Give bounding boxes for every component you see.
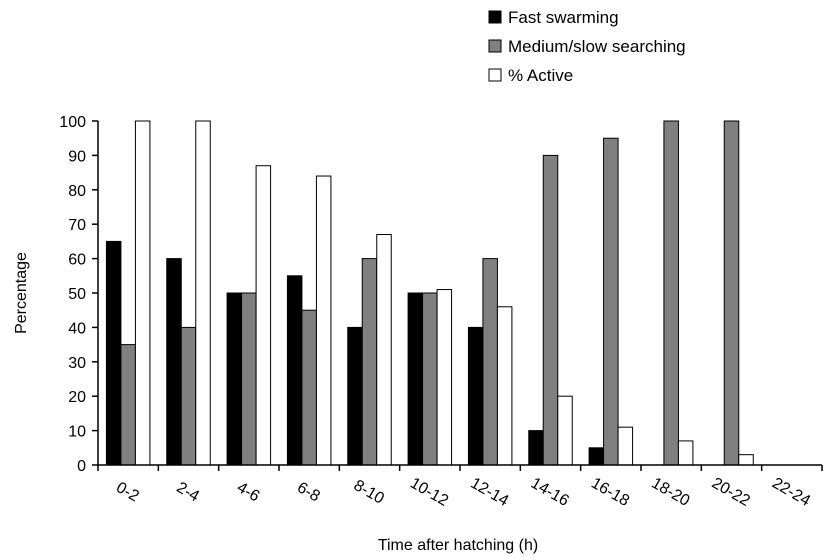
bars <box>105 120 754 466</box>
bar <box>603 137 619 466</box>
bar <box>255 165 272 466</box>
y-axis: 0 10 20 30 40 50 60 70 80 90 100 <box>59 114 99 475</box>
bar <box>496 306 513 466</box>
bar <box>120 344 136 466</box>
bar <box>361 258 378 466</box>
bar <box>241 292 257 466</box>
bar <box>528 430 544 466</box>
bar <box>105 240 122 466</box>
x-tick-label: 12-14 <box>467 475 511 510</box>
bar <box>542 154 559 466</box>
y-tick-label: 50 <box>68 286 86 303</box>
x-axis: 0-2 2-4 4-6 6-8 8-10 10-12 12-14 14-16 16-18 18-2… <box>97 464 823 510</box>
bar <box>226 292 243 466</box>
x-tick-label: 4-6 <box>234 479 263 505</box>
bar <box>436 289 453 466</box>
legend-swatch <box>488 68 502 82</box>
x-tick-label: 2-4 <box>173 479 202 505</box>
bar <box>557 395 573 466</box>
x-axis-title: Time after hatching (h) <box>378 537 538 554</box>
x-tick-label: 14-16 <box>528 475 572 510</box>
legend-swatch <box>488 10 502 24</box>
legend-label: Fast swarming <box>508 8 619 27</box>
bar <box>301 309 317 466</box>
bar <box>134 120 151 466</box>
x-tick-label: 10-12 <box>407 475 451 510</box>
bar <box>467 326 484 466</box>
bar <box>286 275 303 466</box>
legend-swatch <box>488 39 502 53</box>
y-tick-label: 0 <box>77 458 86 475</box>
bar <box>588 447 605 466</box>
legend: Fast swarming Medium/slow searching % Acti… <box>488 8 686 85</box>
bar <box>482 258 498 466</box>
y-tick-label: 90 <box>68 148 86 165</box>
y-tick-label: 10 <box>68 424 86 441</box>
y-tick-label: 60 <box>68 252 86 269</box>
bar <box>347 326 363 466</box>
bar <box>723 120 740 466</box>
bar <box>677 440 694 466</box>
bar <box>738 454 754 466</box>
y-axis-title: Percentage <box>13 252 30 334</box>
bar <box>617 426 634 466</box>
bar <box>663 120 679 466</box>
bar <box>407 292 424 466</box>
bar <box>166 258 182 466</box>
bar <box>315 175 332 466</box>
y-tick-label: 20 <box>68 389 86 406</box>
y-tick-label: 70 <box>68 217 86 234</box>
y-tick-label: 80 <box>68 183 86 200</box>
bar <box>422 292 438 466</box>
bar <box>180 326 197 466</box>
bar <box>195 120 211 466</box>
bar <box>376 234 392 466</box>
y-tick-label: 30 <box>68 355 86 372</box>
legend-label: Medium/slow searching <box>508 37 686 56</box>
x-tick-label: 0-2 <box>113 479 142 505</box>
x-tick-label: 6-8 <box>294 479 323 505</box>
legend-label: % Active <box>508 66 573 85</box>
x-tick-label: 22-24 <box>769 475 813 510</box>
y-tick-label: 40 <box>68 320 86 337</box>
y-tick-label: 100 <box>59 114 86 131</box>
x-tick-label: 8-10 <box>351 477 387 508</box>
x-tick-label: 18-20 <box>648 475 692 510</box>
x-tick-label: 20-22 <box>709 475 753 510</box>
x-tick-label: 16-18 <box>588 475 632 510</box>
